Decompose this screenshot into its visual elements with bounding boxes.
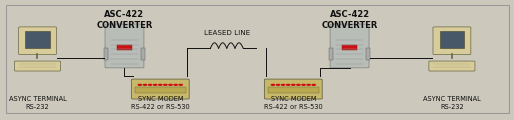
Circle shape <box>159 84 162 85</box>
Circle shape <box>307 84 310 85</box>
Circle shape <box>277 84 280 85</box>
Circle shape <box>312 84 315 85</box>
Circle shape <box>179 84 182 85</box>
Bar <box>104 48 108 60</box>
Circle shape <box>174 84 177 85</box>
Circle shape <box>154 84 157 85</box>
Bar <box>141 48 144 60</box>
Bar <box>329 48 333 60</box>
FancyBboxPatch shape <box>433 27 471 55</box>
Circle shape <box>302 84 305 85</box>
Circle shape <box>271 84 274 85</box>
Bar <box>439 31 464 48</box>
Text: ASYNC TERMINAL
RS-232: ASYNC TERMINAL RS-232 <box>423 96 481 110</box>
Text: ASYNC TERMINAL
RS-232: ASYNC TERMINAL RS-232 <box>9 96 66 110</box>
Text: ASC-422
CONVERTER: ASC-422 CONVERTER <box>321 10 378 30</box>
Circle shape <box>292 84 295 85</box>
Circle shape <box>138 84 141 85</box>
Circle shape <box>143 84 146 85</box>
FancyBboxPatch shape <box>330 24 369 68</box>
Circle shape <box>287 84 290 85</box>
Bar <box>366 48 370 60</box>
Text: SYNC MODEM
RS-422 or RS-530: SYNC MODEM RS-422 or RS-530 <box>131 96 190 110</box>
Bar <box>135 87 186 93</box>
Circle shape <box>297 84 300 85</box>
Bar <box>342 45 357 50</box>
Bar <box>267 87 319 93</box>
Text: ASC-422
CONVERTER: ASC-422 CONVERTER <box>96 10 153 30</box>
Circle shape <box>282 84 285 85</box>
Bar <box>25 31 50 48</box>
Circle shape <box>149 84 152 85</box>
FancyBboxPatch shape <box>264 79 322 99</box>
Bar <box>117 45 132 50</box>
Text: LEASED LINE: LEASED LINE <box>204 30 250 36</box>
FancyBboxPatch shape <box>105 24 144 68</box>
Circle shape <box>164 84 167 85</box>
FancyBboxPatch shape <box>19 27 57 55</box>
FancyBboxPatch shape <box>14 61 61 71</box>
FancyBboxPatch shape <box>429 61 475 71</box>
Text: SYNC MODEM
RS-422 or RS-530: SYNC MODEM RS-422 or RS-530 <box>264 96 323 110</box>
FancyBboxPatch shape <box>132 79 189 99</box>
Circle shape <box>169 84 172 85</box>
